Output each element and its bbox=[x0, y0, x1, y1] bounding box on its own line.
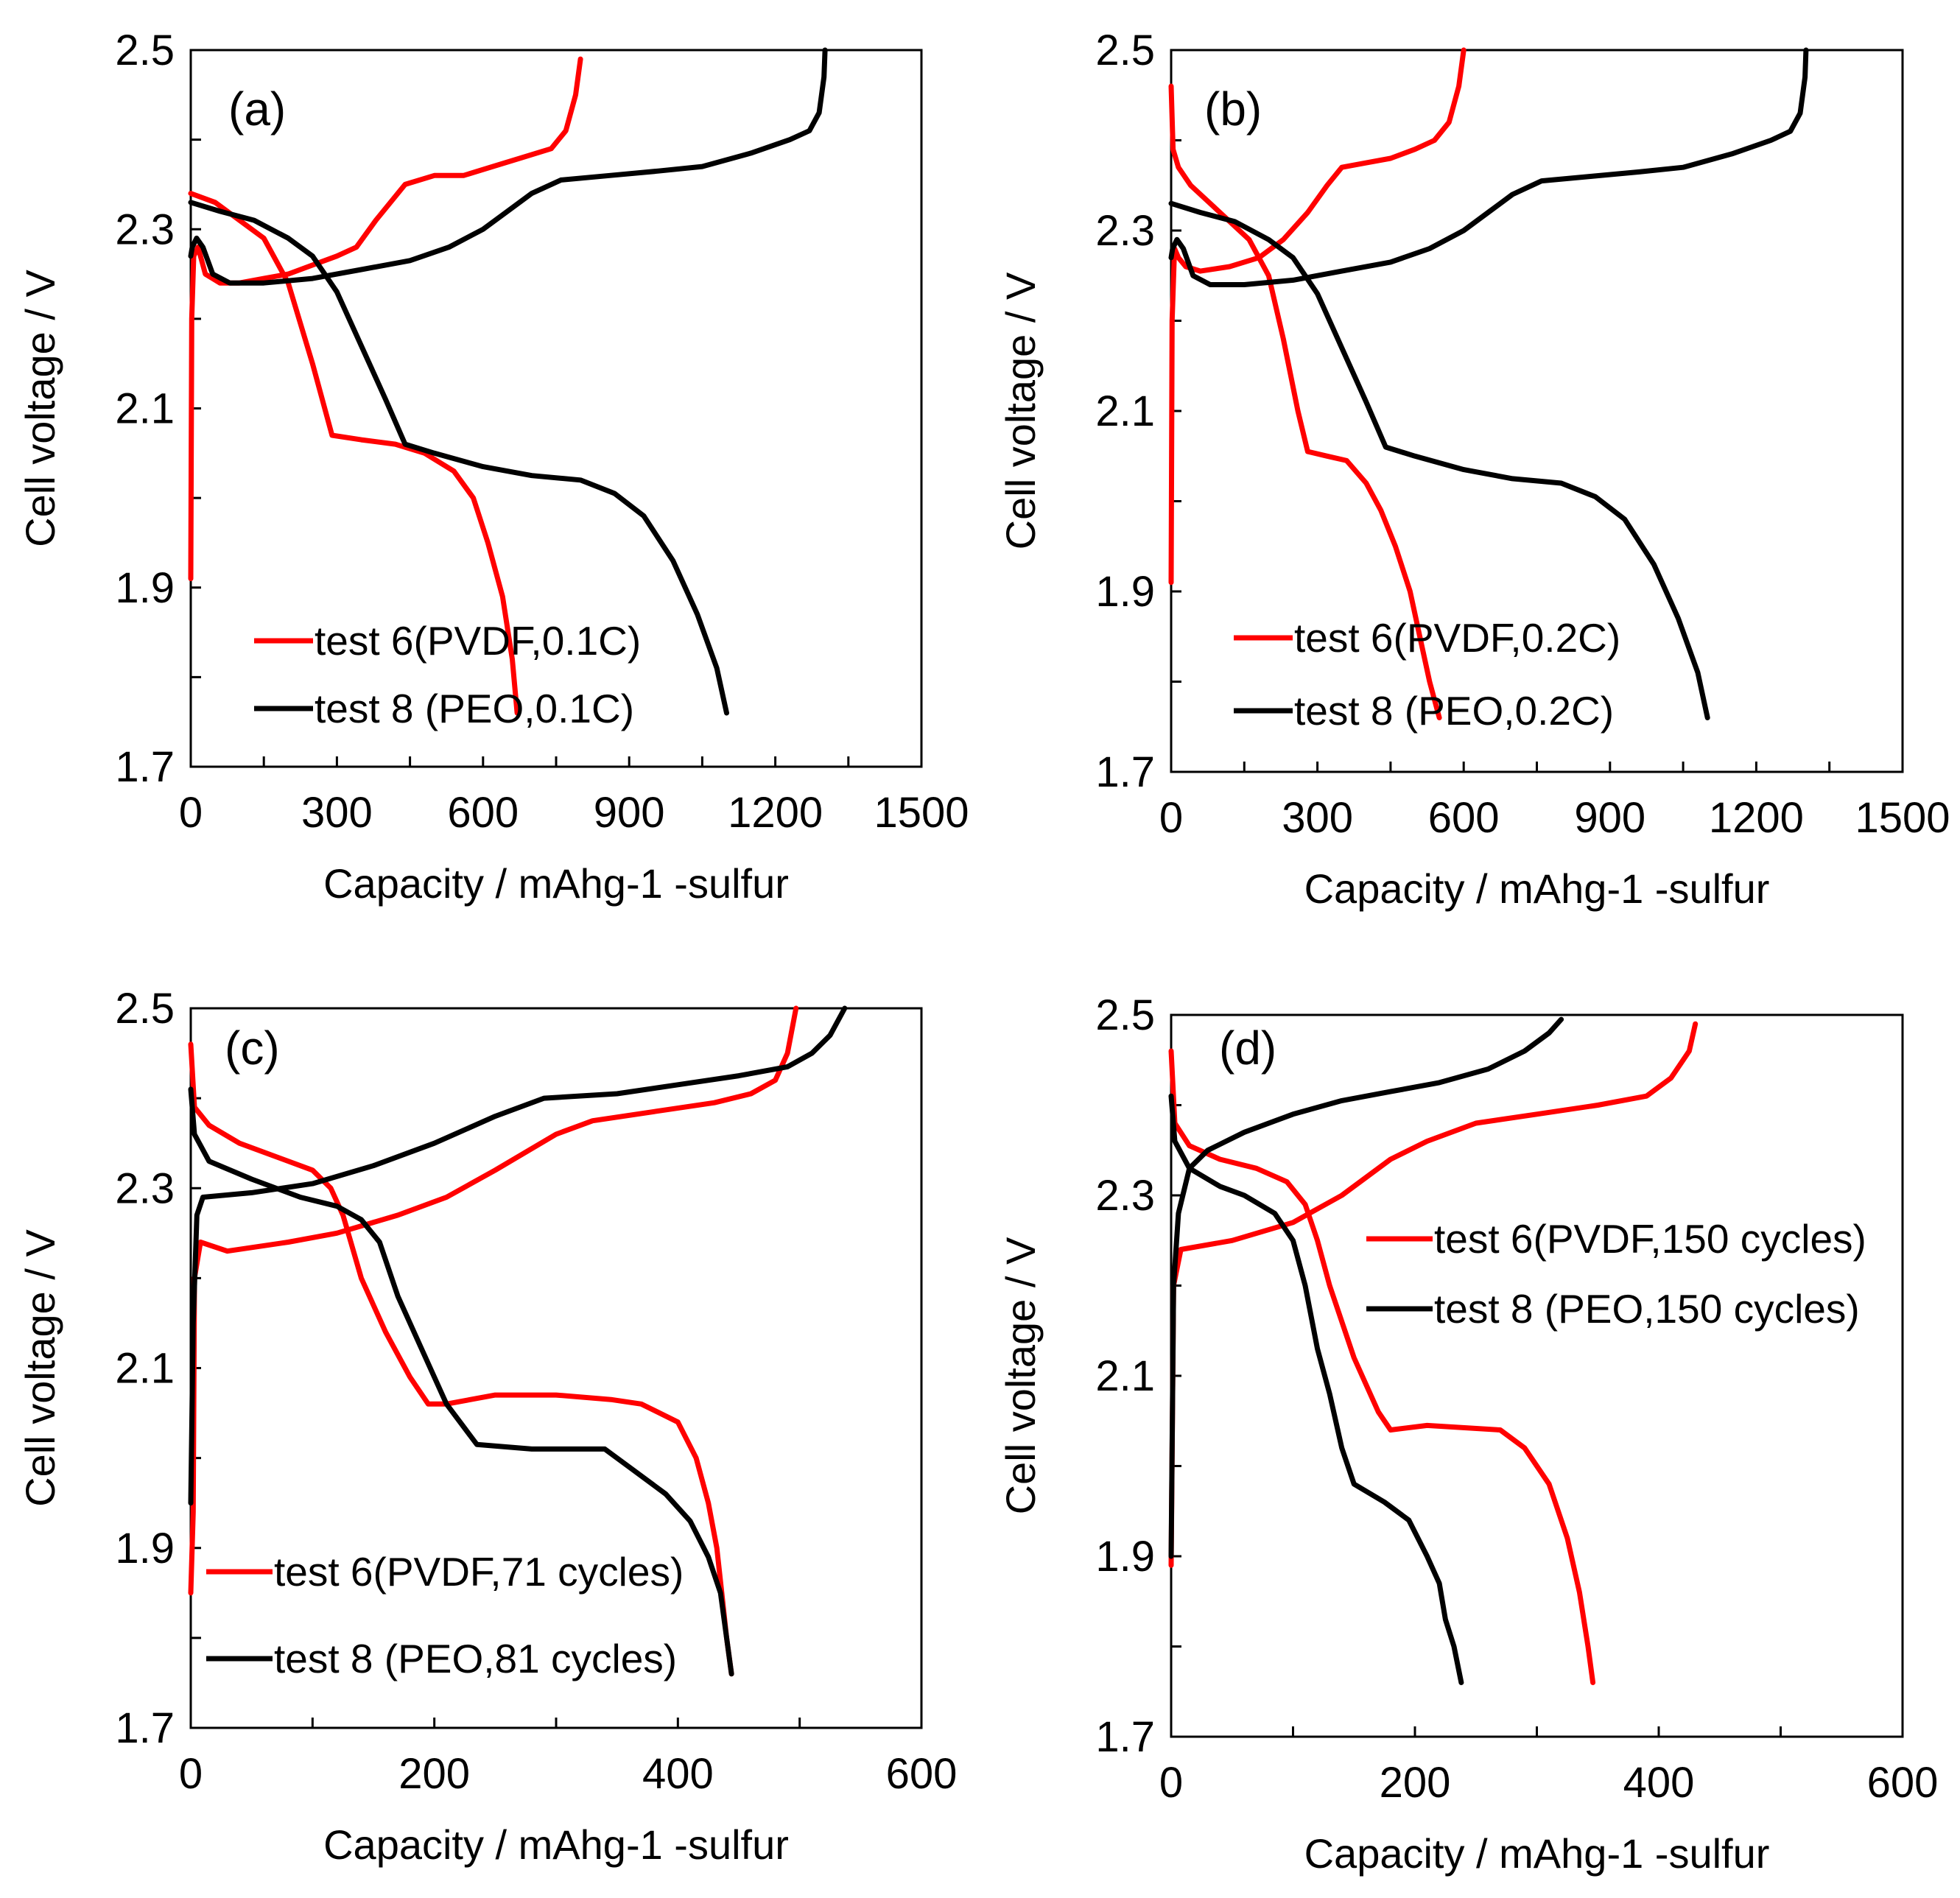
y-tick-label: 2.5 bbox=[115, 985, 175, 1033]
series-test6-curve-charge bbox=[188, 1005, 799, 1596]
y-tick-label: 1.7 bbox=[115, 1704, 175, 1752]
y-tick-label: 2.1 bbox=[1095, 387, 1155, 435]
x-axis-title: Capacity / mAhg-1 -sulfur bbox=[323, 1821, 789, 1868]
y-tick-label: 1.9 bbox=[1095, 1533, 1155, 1581]
legend-label: test 6(PVDF,150 cycles) bbox=[1434, 1216, 1866, 1262]
series-test8-curve-charge bbox=[188, 47, 828, 286]
x-tick-label: 300 bbox=[1282, 794, 1353, 842]
x-tick-label: 600 bbox=[886, 1750, 958, 1798]
y-tick-label: 2.5 bbox=[115, 27, 175, 74]
series-test6-curve-discharge bbox=[188, 191, 520, 716]
y-axis-title: Cell voltage / V bbox=[17, 270, 63, 547]
chart-panel-a: 1.7 1.9 2.1 2.3 2.5 0 300 600 900 1200 1500 Capacit… bbox=[17, 27, 969, 907]
y-axis-title: Cell voltage / V bbox=[997, 272, 1044, 549]
legend-label: test 8 (PEO,0.1C) bbox=[315, 686, 634, 731]
legend-label: test 6(PVDF,71 cycles) bbox=[274, 1549, 684, 1595]
panel-label: (b) bbox=[1204, 82, 1262, 136]
x-tick-label: 600 bbox=[447, 789, 519, 837]
chart-panel-b: 1.7 1.9 2.1 2.3 2.5 0 300 600 900 1200 1500 Capacit… bbox=[997, 27, 1950, 912]
x-axis-title: Capacity / mAhg-1 -sulfur bbox=[1304, 1830, 1770, 1877]
legend-label: test 8 (PEO,150 cycles) bbox=[1434, 1286, 1860, 1332]
x-tick-label: 200 bbox=[1380, 1759, 1451, 1807]
series-test6-curve-charge bbox=[1168, 1021, 1699, 1568]
y-tick-label: 2.1 bbox=[115, 385, 175, 433]
series-test6-curve-discharge bbox=[1168, 83, 1442, 720]
series-test6-curve-discharge bbox=[188, 1041, 734, 1677]
series-test6-curve-charge bbox=[1168, 47, 1467, 586]
y-tick-label: 1.7 bbox=[115, 743, 175, 791]
x-tick-label: 400 bbox=[642, 1750, 714, 1798]
x-tick-label: 900 bbox=[1574, 794, 1645, 842]
x-tick-label: 600 bbox=[1867, 1759, 1939, 1807]
x-tick-label: 0 bbox=[1159, 794, 1183, 842]
y-tick-label: 2.5 bbox=[1095, 991, 1155, 1039]
legend-label: test 8 (PEO,0.2C) bbox=[1294, 688, 1614, 734]
y-tick-label: 1.9 bbox=[115, 1525, 175, 1572]
chart-panel-c: 1.7 1.9 2.1 2.3 2.5 0 200 400 600 Capacity / mAhg… bbox=[17, 985, 957, 1868]
plot-frame bbox=[189, 1007, 923, 1729]
y-tick-label: 2.3 bbox=[115, 1164, 175, 1212]
series-test8-curve-charge bbox=[1168, 1016, 1564, 1559]
x-tick-label: 0 bbox=[179, 789, 203, 837]
x-tick-label: 1200 bbox=[1709, 794, 1804, 842]
y-tick-label: 1.9 bbox=[115, 564, 175, 612]
series-test8-curve-discharge bbox=[188, 1086, 734, 1677]
series-test6-curve-charge bbox=[188, 56, 583, 582]
x-tick-label: 400 bbox=[1623, 1759, 1695, 1807]
y-axis-title: Cell voltage / V bbox=[17, 1229, 63, 1507]
series-test8-curve-discharge bbox=[1168, 1093, 1464, 1685]
series-test8-curve-charge bbox=[1168, 47, 1809, 287]
chart-panel-d: 1.7 1.9 2.1 2.3 2.5 0 200 400 600 Capacity / mAhg… bbox=[997, 991, 1938, 1877]
x-tick-label: 1200 bbox=[728, 789, 823, 837]
y-tick-label: 2.3 bbox=[115, 205, 175, 253]
x-tick-label: 200 bbox=[398, 1750, 470, 1798]
x-tick-label: 600 bbox=[1428, 794, 1500, 842]
x-tick-label: 300 bbox=[301, 789, 373, 837]
y-tick-label: 2.1 bbox=[1095, 1352, 1155, 1400]
x-tick-label: 0 bbox=[179, 1750, 203, 1798]
series-test8-curve-discharge bbox=[188, 200, 729, 716]
x-tick-label: 1500 bbox=[1855, 794, 1950, 842]
y-tick-label: 2.1 bbox=[115, 1345, 175, 1393]
legend-label: test 6(PVDF,0.1C) bbox=[315, 618, 641, 664]
y-tick-label: 2.3 bbox=[1095, 207, 1155, 255]
y-tick-label: 1.7 bbox=[1095, 1713, 1155, 1761]
plot-frame bbox=[1170, 1013, 1904, 1738]
x-tick-label: 0 bbox=[1159, 1759, 1183, 1807]
panel-label: (a) bbox=[228, 82, 286, 136]
x-axis-title: Capacity / mAhg-1 -sulfur bbox=[1304, 865, 1770, 912]
legend-label: test 6(PVDF,0.2C) bbox=[1294, 615, 1620, 661]
y-tick-label: 1.9 bbox=[1095, 568, 1155, 616]
series-test8-curve-discharge bbox=[1168, 200, 1710, 720]
y-tick-label: 2.5 bbox=[1095, 27, 1155, 74]
legend-label: test 8 (PEO,81 cycles) bbox=[274, 1636, 677, 1681]
y-tick-label: 2.3 bbox=[1095, 1172, 1155, 1220]
series-test6-curve-discharge bbox=[1168, 1048, 1596, 1685]
panel-label: (d) bbox=[1219, 1022, 1276, 1075]
y-tick-label: 1.7 bbox=[1095, 748, 1155, 796]
y-axis-title: Cell voltage / V bbox=[997, 1237, 1044, 1514]
x-tick-label: 1500 bbox=[874, 789, 969, 837]
panel-label: (c) bbox=[225, 1022, 280, 1075]
series-test8-curve-charge bbox=[188, 1005, 848, 1506]
plot-frame bbox=[1170, 49, 1904, 773]
x-axis-title: Capacity / mAhg-1 -sulfur bbox=[323, 860, 789, 907]
x-tick-label: 900 bbox=[594, 789, 665, 837]
